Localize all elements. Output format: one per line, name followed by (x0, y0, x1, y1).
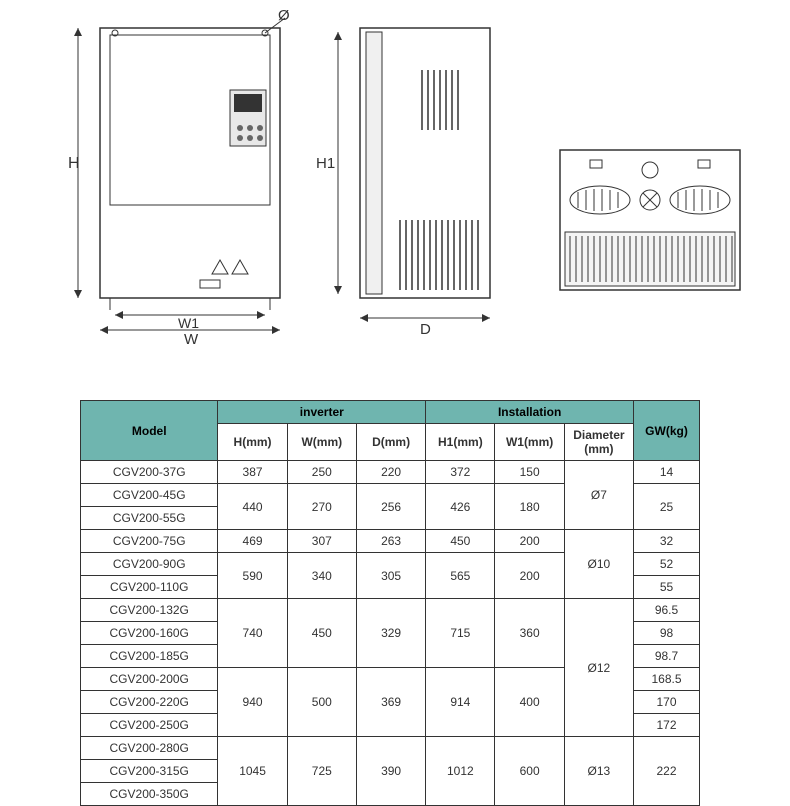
label-W1: W1 (178, 315, 199, 331)
table-row: CGV200-132G 740 450 329 715 360 Ø12 96.5 (81, 599, 700, 622)
cell: 1045 (218, 737, 287, 806)
cell: 180 (495, 484, 564, 530)
cell: 170 (634, 691, 700, 714)
header-installation: Installation (426, 401, 634, 424)
cell: 305 (356, 553, 425, 599)
model-cell: CGV200-75G (81, 530, 218, 553)
label-H: H (68, 155, 80, 172)
header-inverter: inverter (218, 401, 426, 424)
model-cell: CGV200-45G (81, 484, 218, 507)
side-view: H1 D (316, 28, 490, 338)
cell: 98 (634, 622, 700, 645)
model-cell: CGV200-200G (81, 668, 218, 691)
cell: 426 (426, 484, 495, 530)
cell: 329 (356, 599, 425, 668)
header-Diameter: Diameter (mm) (564, 424, 633, 461)
table-row: CGV200-280G 1045 725 390 1012 600 Ø13 22… (81, 737, 700, 760)
header-H: H(mm) (218, 424, 287, 461)
cell: 914 (426, 668, 495, 737)
label-phi: Ø (278, 10, 290, 24)
label-D: D (420, 321, 431, 338)
cell: 222 (634, 737, 700, 806)
cell: 32 (634, 530, 700, 553)
cell: 220 (356, 461, 425, 484)
cell: 52 (634, 553, 700, 576)
label-W: W (184, 331, 199, 348)
cell: 372 (426, 461, 495, 484)
model-cell: CGV200-37G (81, 461, 218, 484)
model-cell: CGV200-250G (81, 714, 218, 737)
cell: 340 (287, 553, 356, 599)
header-model: Model (81, 401, 218, 461)
cell: 256 (356, 484, 425, 530)
model-cell: CGV200-110G (81, 576, 218, 599)
cell: 450 (287, 599, 356, 668)
cell: 307 (287, 530, 356, 553)
header-W1: W1(mm) (495, 424, 564, 461)
spec-table-container: Model inverter Installation GW(kg) H(mm)… (80, 400, 700, 806)
model-cell: CGV200-315G (81, 760, 218, 783)
header-D: D(mm) (356, 424, 425, 461)
header-H1: H1(mm) (426, 424, 495, 461)
cell: Ø7 (564, 461, 633, 530)
cell: Ø13 (564, 737, 633, 806)
model-cell: CGV200-350G (81, 783, 218, 806)
cell: 369 (356, 668, 425, 737)
cell: 98.7 (634, 645, 700, 668)
cell: Ø12 (564, 599, 633, 737)
cell: 55 (634, 576, 700, 599)
cell: Ø10 (564, 530, 633, 599)
cell: 565 (426, 553, 495, 599)
cell: 25 (634, 484, 700, 530)
cell: 715 (426, 599, 495, 668)
header-gw: GW(kg) (634, 401, 700, 461)
cell: 400 (495, 668, 564, 737)
cell: 725 (287, 737, 356, 806)
model-cell: CGV200-220G (81, 691, 218, 714)
cell: 270 (287, 484, 356, 530)
cell: 200 (495, 530, 564, 553)
cell: 387 (218, 461, 287, 484)
cell: 440 (218, 484, 287, 530)
cell: 150 (495, 461, 564, 484)
table-row: CGV200-75G 469 307 263 450 200 Ø10 32 (81, 530, 700, 553)
label-H1: H1 (316, 155, 335, 172)
cell: 168.5 (634, 668, 700, 691)
cell: 14 (634, 461, 700, 484)
header-W: W(mm) (287, 424, 356, 461)
cell: 250 (287, 461, 356, 484)
cell: 600 (495, 737, 564, 806)
cell: 590 (218, 553, 287, 599)
cell: 500 (287, 668, 356, 737)
table-header-row-1: Model inverter Installation GW(kg) (81, 401, 700, 424)
model-cell: CGV200-160G (81, 622, 218, 645)
model-cell: CGV200-55G (81, 507, 218, 530)
cell: 263 (356, 530, 425, 553)
cell: 450 (426, 530, 495, 553)
model-cell: CGV200-132G (81, 599, 218, 622)
cell: 96.5 (634, 599, 700, 622)
table-row: CGV200-37G 387 250 220 372 150 Ø7 14 (81, 461, 700, 484)
cell: 200 (495, 553, 564, 599)
cell: 1012 (426, 737, 495, 806)
cell: 469 (218, 530, 287, 553)
front-view: H W W1 Ø (68, 10, 290, 348)
top-view (560, 150, 740, 290)
cell: 360 (495, 599, 564, 668)
model-cell: CGV200-280G (81, 737, 218, 760)
model-cell: CGV200-90G (81, 553, 218, 576)
spec-table: Model inverter Installation GW(kg) H(mm)… (80, 400, 700, 806)
cell: 740 (218, 599, 287, 668)
cell: 940 (218, 668, 287, 737)
cell: 172 (634, 714, 700, 737)
model-cell: CGV200-185G (81, 645, 218, 668)
dimension-diagrams: H W W1 Ø (60, 10, 760, 350)
cell: 390 (356, 737, 425, 806)
